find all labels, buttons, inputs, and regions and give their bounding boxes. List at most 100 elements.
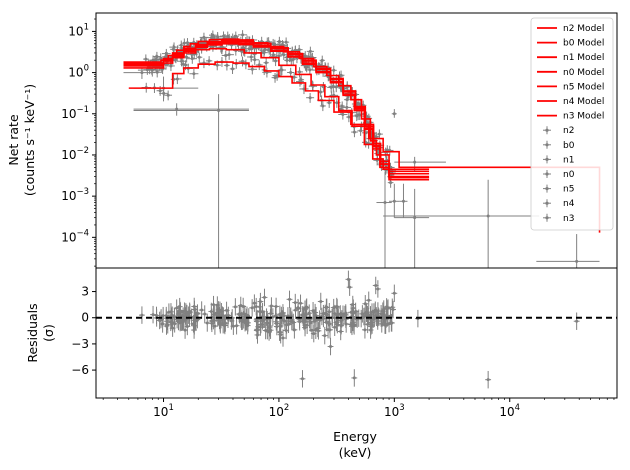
residual-point	[293, 301, 297, 305]
residual-point	[254, 305, 258, 309]
data-point-n1	[340, 104, 344, 108]
residual-y-ticks: 3 0 −3 −6	[71, 285, 96, 377]
legend-data-marker	[545, 128, 549, 132]
data-point-b0	[192, 72, 196, 76]
data-point-b0	[225, 63, 229, 67]
data-point-n2	[320, 58, 324, 62]
legend-data-label: n2	[563, 126, 574, 136]
residual-point	[250, 306, 254, 310]
data-point-n5	[380, 164, 384, 168]
residual-point	[275, 325, 279, 329]
residual-point	[205, 321, 209, 325]
legend-data-marker	[545, 216, 549, 220]
residual-point	[312, 332, 316, 336]
legend-model-label: n3 Model	[563, 112, 604, 122]
residual-y-tick-label: 3	[81, 285, 89, 299]
data-point-n1	[249, 55, 253, 59]
residual-point	[195, 311, 199, 315]
residual-point	[213, 324, 217, 328]
residual-point-outlier	[392, 291, 396, 295]
y-tick-label: 10−2	[61, 146, 89, 162]
residual-point	[274, 304, 278, 308]
residual-point-outlier	[300, 377, 304, 381]
data-point-b0	[289, 70, 293, 74]
residual-point	[210, 321, 214, 325]
residual-point	[341, 315, 345, 319]
residual-point	[229, 319, 233, 323]
residual-point-outlier	[348, 285, 352, 289]
legend: n2 Model b0 Model n1 Model n0 Model n5 Model…	[530, 17, 614, 231]
data-point-outlier	[401, 199, 405, 203]
data-point-n4	[250, 47, 254, 51]
residual-point	[279, 333, 283, 337]
data-point-outlier	[413, 216, 417, 220]
y-tick-label: 100	[68, 64, 89, 80]
residual-point	[297, 318, 301, 322]
data-point-outlier	[413, 160, 417, 164]
data-point-n2	[155, 55, 159, 59]
x-tick-label: 103	[384, 403, 405, 419]
residual-point-outlier	[329, 345, 333, 349]
data-point-n3	[171, 47, 175, 51]
data-point-outlier	[392, 112, 396, 116]
residual-point	[351, 303, 355, 307]
residual-point	[301, 313, 305, 317]
legend-data-marker	[545, 172, 549, 176]
legend-data-marker	[545, 143, 549, 147]
data-point-n1	[274, 59, 278, 63]
x-tick-label: 102	[269, 403, 290, 419]
residual-data-layer	[139, 270, 580, 389]
data-point-n3	[289, 58, 293, 62]
residual-point	[237, 313, 241, 317]
data-point-n3	[241, 33, 245, 37]
residual-point-outlier	[381, 312, 385, 316]
residual-point	[266, 321, 270, 325]
residual-point	[164, 314, 168, 318]
residual-point	[311, 309, 315, 313]
data-point-b0	[347, 115, 351, 119]
residual-point-outlier	[390, 305, 394, 309]
y-tick-label: 10−1	[61, 105, 89, 121]
data-point-outlier	[575, 259, 579, 263]
residual-y-tick-label: −6	[71, 363, 89, 377]
data-point-n3	[202, 35, 206, 39]
data-point-outlier	[383, 201, 387, 205]
residual-point-outlier	[376, 287, 380, 291]
residual-point	[290, 318, 294, 322]
residual-point	[274, 320, 278, 324]
model-line-b0	[128, 61, 601, 233]
data-point-n5	[284, 40, 288, 44]
legend-data-label: n0	[563, 170, 575, 180]
data-point-n2	[226, 34, 230, 38]
data-point-b0	[377, 132, 381, 136]
residual-point	[200, 308, 204, 312]
residual-point	[323, 311, 327, 315]
residual-point	[389, 321, 393, 325]
data-point-n3	[220, 45, 224, 49]
residual-point	[323, 334, 327, 338]
data-point-outlier	[150, 68, 154, 72]
residual-point-outlier	[367, 298, 371, 302]
legend-model-label: b0 Model	[563, 39, 604, 49]
data-point-b0	[250, 67, 254, 71]
data-point-b0	[273, 76, 277, 80]
data-point-n5	[339, 73, 343, 77]
x-tick-label: 101	[153, 403, 174, 419]
residual-point	[252, 301, 256, 305]
legend-data-marker	[545, 201, 549, 205]
legend-data-label: n1	[563, 155, 574, 165]
residual-point	[296, 307, 300, 311]
residual-point	[365, 310, 369, 314]
data-point-outlier	[175, 107, 179, 111]
residual-point	[161, 322, 165, 326]
data-point-n3	[277, 39, 281, 43]
spectrum-data-layer	[123, 30, 600, 268]
data-point-b0	[158, 89, 162, 93]
data-point-n1	[327, 101, 331, 105]
residual-point	[333, 325, 337, 329]
data-point-outlier	[486, 214, 490, 218]
residual-point	[191, 322, 195, 326]
data-point-n1	[279, 68, 283, 72]
residual-point	[333, 312, 337, 316]
residual-point	[344, 313, 348, 317]
